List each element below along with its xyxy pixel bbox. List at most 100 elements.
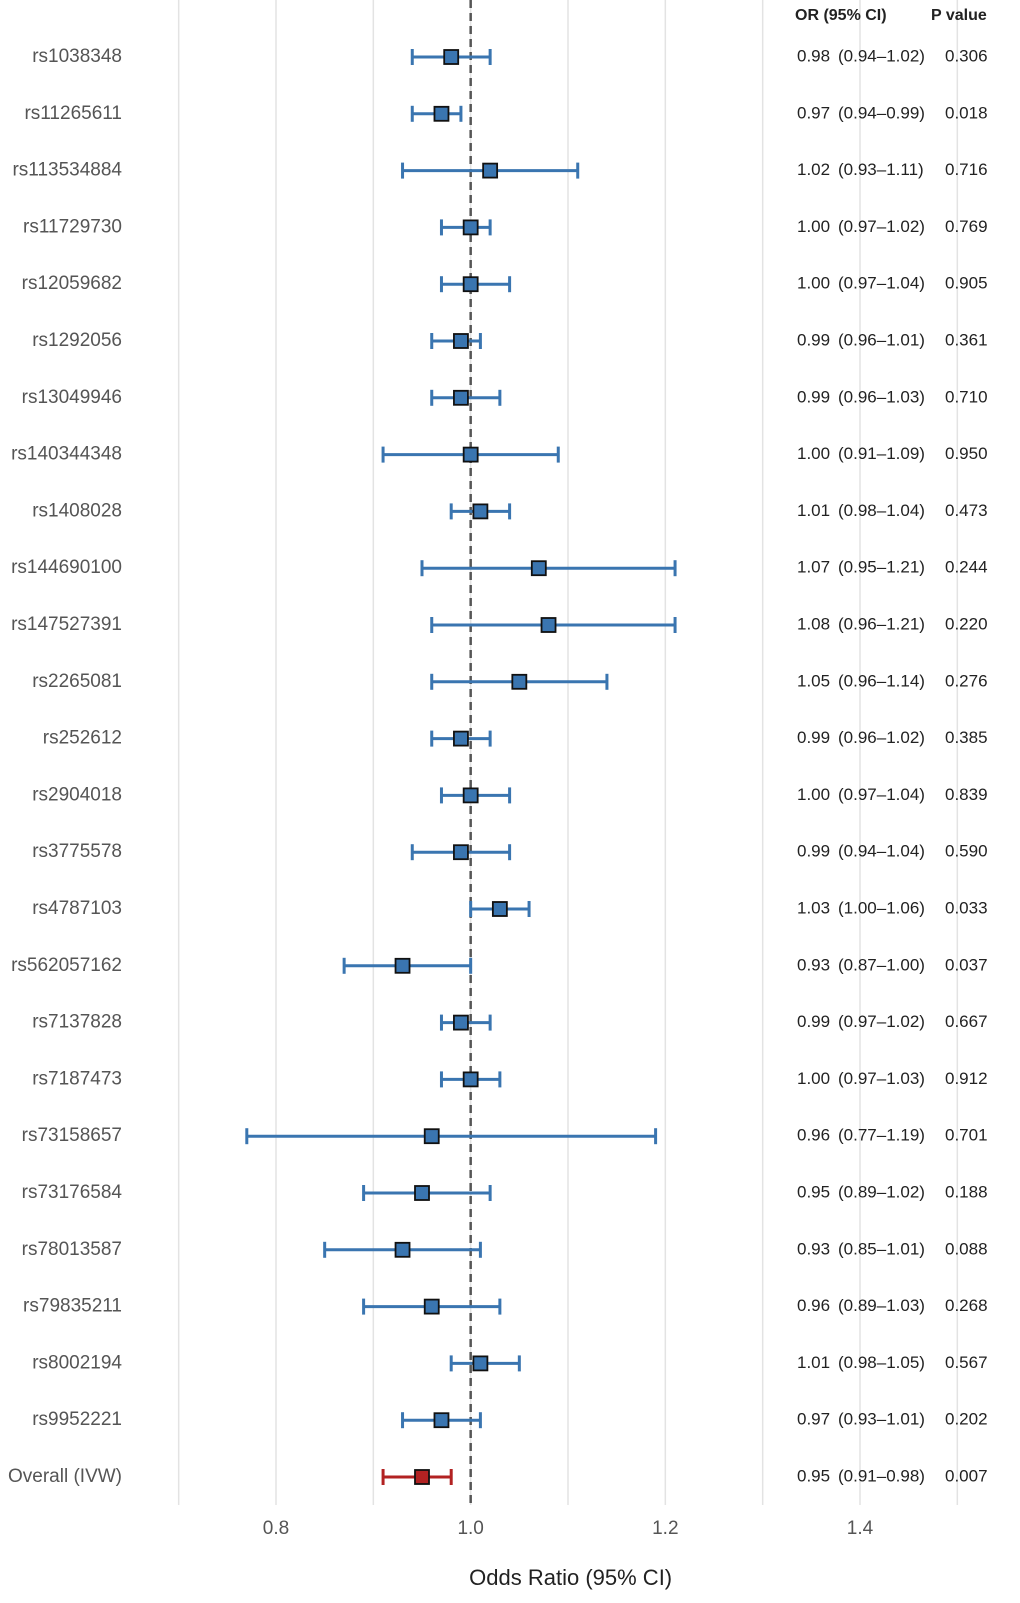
snp-row: rs8002194 1.01 (0.98–1.05) 0.567 [32,1352,987,1373]
ci-value: (0.91–0.98) [838,1466,925,1485]
snp-label: rs11729730 [23,216,122,237]
or-point [462,276,479,293]
snp-label: rs1292056 [32,330,122,351]
ci-value: (0.97–1.02) [838,1012,925,1031]
or-value: 0.99 [797,387,830,406]
or-point [462,1071,479,1088]
p-value: 0.385 [945,728,988,747]
x-axis-title: Odds Ratio (95% CI) [469,1565,672,1590]
or-value: 1.00 [797,217,830,236]
or-value: 0.97 [797,1410,830,1429]
p-value: 0.567 [945,1353,988,1372]
ci-value: (0.95–1.21) [838,558,925,577]
snp-row: rs113534884 1.02 (0.93–1.11) 0.716 [12,160,987,181]
or-point [511,673,528,690]
snp-label: rs11265611 [24,103,122,124]
x-tick-label: 1.2 [652,1518,678,1539]
p-value: 0.905 [945,274,988,293]
ci-value: (0.94–0.99) [838,103,925,122]
ci-value: (0.96–1.14) [838,671,925,690]
ci-value: (0.77–1.19) [838,1126,925,1145]
p-value: 0.268 [945,1296,988,1315]
x-axis-ticks: 0.8 1.0 1.2 1.4 [263,1518,874,1539]
or-value: 0.99 [797,728,830,747]
snp-label: rs4787103 [32,898,122,919]
p-value: 0.188 [945,1182,988,1201]
or-point [472,503,489,520]
or-point [453,844,469,861]
snp-label: rs3775578 [32,841,122,862]
snp-label: rs144690100 [11,557,122,578]
p-value: 0.244 [945,558,988,577]
snp-label: rs12059682 [22,273,122,294]
snp-label: rs73176584 [22,1182,123,1203]
or-value: 1.00 [797,274,830,293]
or-value: 0.99 [797,330,830,349]
or-point [453,333,469,349]
or-point [462,787,479,804]
ci-value: (0.97–1.03) [838,1069,925,1088]
or-point [530,560,547,577]
snp-row: rs144690100 1.07 (0.95–1.21) 0.244 [11,557,987,578]
snp-label: rs2265081 [32,671,122,692]
or-value: 0.96 [797,1126,830,1145]
snp-row: rs79835211 0.96 (0.89–1.03) 0.268 [23,1296,988,1317]
snp-label: rs7137828 [32,1012,122,1033]
or-value: 1.05 [797,671,830,690]
snp-row: rs73176584 0.95 (0.89–1.02) 0.188 [22,1182,988,1203]
snp-row: rs12059682 1.00 (0.97–1.04) 0.905 [22,273,988,294]
snp-label: rs73158657 [22,1125,122,1146]
p-value: 0.950 [945,444,988,463]
or-value: 0.99 [797,842,830,861]
ci-value: (0.89–1.02) [838,1182,925,1201]
ci-value: (0.96–1.21) [838,614,925,633]
ci-value: (0.97–1.04) [838,785,925,804]
snp-label: rs13049946 [22,387,122,408]
snp-row: rs147527391 1.08 (0.96–1.21) 0.220 [11,614,987,635]
or-point [423,1298,440,1315]
p-value: 0.701 [945,1126,988,1145]
or-value: 0.93 [797,1239,830,1258]
or-value: 0.99 [797,1012,830,1031]
or-value: 1.08 [797,614,830,633]
or-value: 1.03 [797,898,830,917]
snp-row: rs7187473 1.00 (0.97–1.03) 0.912 [32,1068,987,1089]
snp-label: rs78013587 [22,1239,122,1260]
x-tick-label: 1.0 [457,1518,483,1539]
or-value: 0.97 [797,103,830,122]
snp-label: rs1038348 [32,46,122,67]
snp-row: rs73158657 0.96 (0.77–1.19) 0.701 [22,1125,988,1146]
snp-row: rs140344348 1.00 (0.91–1.09) 0.950 [11,444,987,465]
p-value: 0.769 [945,217,988,236]
p-value: 0.276 [945,671,988,690]
snp-row: rs3775578 0.99 (0.94–1.04) 0.590 [32,841,987,862]
ci-value: (0.98–1.05) [838,1353,925,1372]
snp-row: rs13049946 0.99 (0.96–1.03) 0.710 [22,387,988,408]
snp-label: rs2904018 [32,784,122,805]
or-value: 1.00 [797,1069,830,1088]
snp-row: rs1408028 1.01 (0.98–1.04) 0.473 [32,500,987,521]
or-value: 0.95 [797,1466,830,1485]
x-tick-label: 0.8 [263,1518,289,1539]
or-point [433,1412,450,1429]
p-value: 0.220 [945,614,988,633]
or-point [540,617,557,633]
or-ci-column-header: OR (95% CI) [795,7,887,24]
p-value: 0.202 [945,1410,988,1429]
snp-row: rs11729730 1.00 (0.97–1.02) 0.769 [23,216,988,237]
snp-label: rs147527391 [11,614,122,635]
p-value: 0.306 [945,46,988,65]
snp-row: rs1292056 0.99 (0.96–1.01) 0.361 [32,330,987,351]
p-value: 0.037 [945,955,988,974]
or-value: 1.00 [797,444,830,463]
snp-row: rs78013587 0.93 (0.85–1.01) 0.088 [22,1239,988,1260]
ci-value: (0.97–1.04) [838,274,925,293]
or-value: 1.01 [797,1353,830,1372]
or-point [433,105,450,122]
or-point [453,389,469,406]
p-value: 0.667 [945,1012,988,1031]
or-value: 0.95 [797,1182,830,1201]
p-value: 0.716 [945,160,988,179]
snp-label: rs9952221 [32,1409,122,1430]
